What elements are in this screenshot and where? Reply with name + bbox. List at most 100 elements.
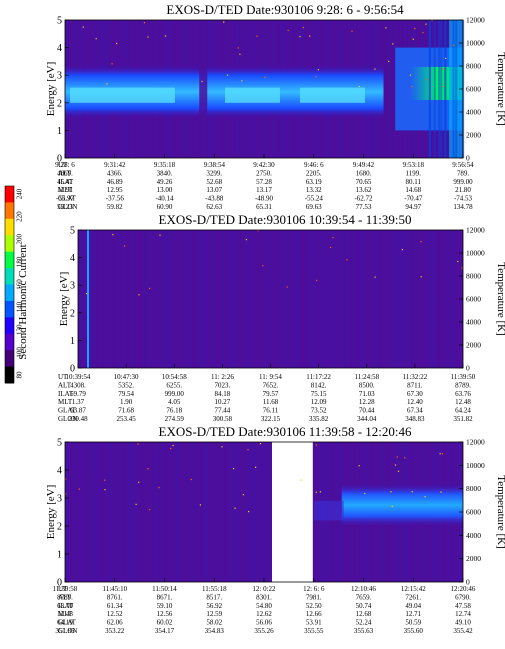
heatmap-cell (162, 230, 164, 368)
heatmap-speckle (111, 63, 113, 65)
heatmap-speckle (346, 259, 348, 261)
table-cell: 12.62 (256, 610, 272, 618)
table-cell: 355.60 (404, 627, 424, 635)
heatmap-speckle (351, 30, 353, 32)
heatmap-cell (354, 230, 356, 368)
table-row-label: MLT (58, 398, 73, 406)
heatmap-cell (288, 230, 290, 368)
y-tick-label: 0 (57, 578, 62, 589)
heatmap-speckle (404, 457, 406, 459)
heatmap-cell (417, 230, 419, 368)
energy-band (341, 482, 464, 528)
table-row-label: UT (58, 373, 68, 381)
table-cell: 9:28: 6 (55, 161, 75, 169)
heatmap-cell (389, 20, 391, 158)
heatmap-speckle (104, 479, 106, 481)
heatmap-cell (155, 442, 157, 582)
heatmap-background (78, 230, 463, 368)
heatmap-cell (378, 230, 380, 368)
heatmap-cell (101, 442, 103, 582)
heatmap-cell (113, 442, 115, 582)
table-cell: 1680. (356, 169, 372, 177)
table-cell: 46.89 (107, 178, 123, 186)
y-tick-label: 5 (70, 226, 75, 237)
heatmap-cell (438, 230, 440, 368)
heatmap-cell (204, 230, 206, 368)
table-row-label: MLT (58, 610, 73, 618)
heatmap-cell (164, 442, 166, 582)
y-tick-label: 5 (57, 16, 62, 27)
table-cell: 13.00 (157, 186, 173, 194)
y2-tick-label: 0 (466, 578, 470, 587)
heatmap-cell (122, 442, 124, 582)
y-tick-label: 1 (70, 336, 75, 347)
y2-tick-label: 8000 (466, 484, 481, 493)
table-cell: 999.00 (165, 390, 185, 398)
heatmap-cell (236, 442, 238, 582)
table-cell: 8500. (359, 381, 375, 389)
heatmap-cell (224, 442, 226, 582)
table-cell: 9:56:54 (452, 161, 474, 169)
heatmap-cell (170, 442, 172, 582)
table-cell: 355.26 (254, 627, 274, 635)
y2-tick-label: 4000 (466, 531, 481, 540)
heatmap-cell (228, 230, 230, 368)
heatmap-speckle (172, 444, 174, 447)
table-row-label: ALT (58, 169, 72, 177)
heatmap-speckle (149, 287, 151, 289)
heatmap-cell (333, 230, 335, 368)
panel-3-title: EXOS-D/TED Date:930106 11:39:58 - 12:20:… (159, 424, 412, 439)
colorbar-swatch (5, 235, 14, 253)
y2-tick-label: 12000 (466, 226, 485, 235)
heatmap-cell (99, 230, 101, 368)
heatmap-speckle (358, 85, 360, 88)
table-cell: 4308. (70, 381, 86, 389)
heatmap-cell (96, 230, 98, 368)
table-cell: 45.41 (57, 178, 73, 186)
heatmap-cell (129, 230, 131, 368)
heatmap-speckle (317, 69, 319, 71)
heatmap-cell (315, 230, 317, 368)
colorbar-tick-label: 140 (16, 301, 24, 312)
y-tick-label: 3 (57, 71, 62, 82)
table-cell: 63.76 (455, 390, 471, 398)
panel-1: EXOS-D/TED Date:930106 9:28: 6 - 9:56:54… (45, 2, 505, 211)
table-cell: 7023. (215, 381, 231, 389)
table-cell: 322.15 (261, 415, 281, 423)
table-cell: 13.17 (256, 186, 272, 194)
table-cell: 12.48 (455, 398, 471, 406)
panel-2-ylabel: Energy [eV] (58, 272, 70, 326)
heatmap-cell (149, 442, 151, 582)
heatmap-cell (215, 442, 217, 582)
heatmap-cell (387, 230, 389, 368)
heatmap-cell (225, 230, 227, 368)
plot-area (77, 229, 464, 369)
heatmap-cell (399, 230, 401, 368)
table-cell: 5352. (118, 381, 134, 389)
table-cell: 59.10 (157, 602, 173, 610)
table-cell: 69.79 (70, 390, 86, 398)
y-tick-label: 2 (57, 522, 62, 533)
table-row-label: ALT (58, 593, 72, 601)
heatmap-cell (194, 442, 196, 582)
heatmap-cell (432, 230, 434, 368)
heatmap-cell (83, 442, 85, 582)
heatmap-speckle (259, 443, 262, 445)
heatmap-speckle (137, 443, 139, 445)
heatmap-speckle (315, 491, 317, 493)
table-row-label: UT (58, 161, 68, 169)
heatmap-speckle (226, 74, 229, 76)
heatmap-cell (114, 230, 116, 368)
heatmap-cell (126, 230, 128, 368)
heatmap-speckle (374, 276, 376, 278)
heatmap-speckle (264, 76, 266, 78)
table-cell: 2750. (256, 169, 272, 177)
heatmap-cell (309, 230, 311, 368)
heatmap-cell (200, 442, 202, 582)
heatmap-cell (206, 442, 208, 582)
table-cell: 355.63 (354, 627, 374, 635)
table-row-label: MLT (58, 186, 73, 194)
table-cell: 56.92 (206, 602, 222, 610)
heatmap-cell (426, 230, 428, 368)
table-cell: 11:39:58 (53, 585, 78, 593)
